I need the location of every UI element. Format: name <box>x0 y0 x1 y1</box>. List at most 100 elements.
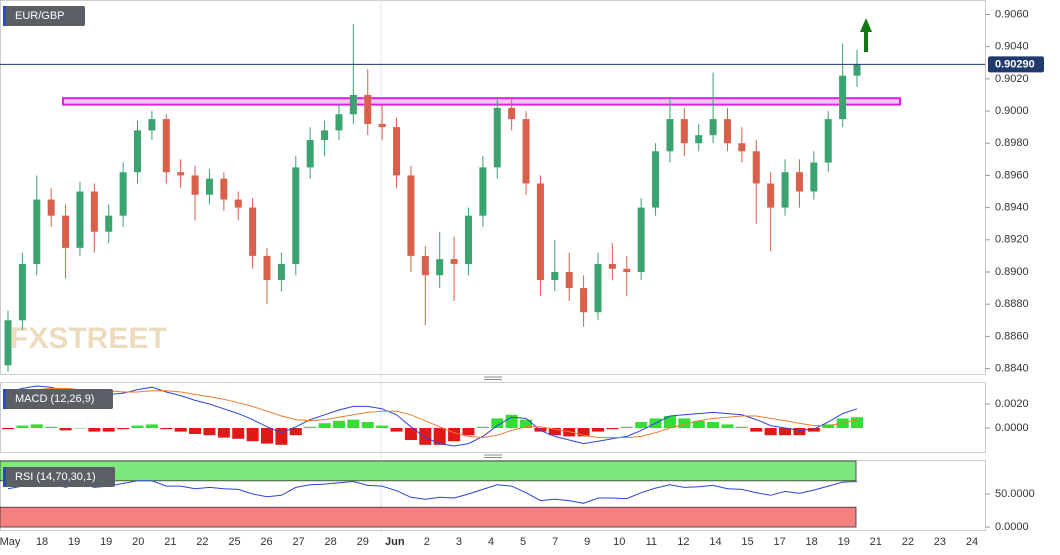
candle-body <box>839 75 847 120</box>
histogram-bar <box>404 428 417 440</box>
y-tick-label: 0.8900 <box>995 266 1029 278</box>
y-tick-label: 0.9060 <box>995 8 1029 20</box>
histogram-bar <box>318 423 331 428</box>
histogram-bar <box>807 428 820 432</box>
histogram-bar <box>793 428 806 436</box>
candle-body <box>493 107 501 168</box>
indicator-line <box>7 480 858 504</box>
y-tick-label: 0.8860 <box>995 330 1029 342</box>
trend-arrow <box>860 18 872 52</box>
histogram-bar <box>851 417 863 428</box>
pane-grip[interactable] <box>484 454 502 458</box>
histogram-bar <box>707 422 720 428</box>
histogram-bar <box>16 425 29 428</box>
candle-body <box>349 94 357 115</box>
x-tick-label: 26 <box>260 536 272 548</box>
candle-body <box>18 263 26 321</box>
histogram-bar <box>735 426 748 428</box>
histogram-bar <box>520 419 533 428</box>
x-tick-label: 19 <box>68 536 80 548</box>
y-tick-label: 0.8940 <box>995 202 1029 214</box>
legend-box <box>3 6 85 26</box>
oversold-zone <box>0 506 857 528</box>
candle-body <box>249 207 257 256</box>
candle-body <box>767 183 775 208</box>
candle-body <box>522 119 530 184</box>
y-tick-label: 0.0020 <box>995 398 1029 410</box>
histogram-bar <box>692 420 705 428</box>
x-tick-label: 21 <box>164 536 176 548</box>
indicator-line <box>7 385 858 447</box>
histogram-bar <box>779 428 792 436</box>
candle-body <box>335 114 343 131</box>
candle-body <box>148 119 156 131</box>
candle-body <box>723 119 731 144</box>
y-tick-label: 0.9000 <box>995 105 1029 117</box>
y-tick-label: 0.8880 <box>995 298 1029 310</box>
histogram-bar <box>73 428 86 429</box>
candle-body <box>608 263 616 269</box>
histogram-bar <box>117 428 130 430</box>
candle-body <box>508 107 516 120</box>
candle-body <box>436 259 444 276</box>
legend-swatch <box>3 467 6 487</box>
x-tick-label: 22 <box>902 536 914 548</box>
candle-body <box>464 215 472 264</box>
histogram-bar <box>131 425 144 428</box>
pane-grip[interactable] <box>484 376 502 380</box>
x-tick-label: 27 <box>292 536 304 548</box>
histogram-bar <box>217 428 230 438</box>
x-tick-label: 19 <box>100 536 112 548</box>
candle-body <box>263 255 271 281</box>
histogram-bar <box>764 428 777 436</box>
legend-swatch <box>3 389 6 409</box>
x-tick-label: 15 <box>741 536 753 548</box>
indicator-line <box>8 387 858 439</box>
histogram-bar <box>361 422 374 428</box>
y-tick-label: 0.8960 <box>995 169 1029 181</box>
x-tick-label: 18 <box>806 536 818 548</box>
candle-body <box>594 263 602 313</box>
x-tick-label: 18 <box>36 536 48 548</box>
histogram-bar <box>419 428 432 445</box>
legend-label: MACD (12,26,9) <box>15 393 94 405</box>
x-tick-label: 12 <box>677 536 689 548</box>
histogram-bar <box>45 426 58 428</box>
histogram-bar <box>663 416 676 428</box>
candle-body <box>105 215 113 232</box>
candle-body <box>565 271 573 289</box>
candle-body <box>191 175 199 195</box>
candle-body <box>752 151 760 184</box>
x-tick-label: 20 <box>132 536 144 548</box>
y-tick-label: 0.8980 <box>995 137 1029 149</box>
x-tick-label: May <box>0 536 21 548</box>
y-tick-label: 0.0000 <box>995 422 1029 434</box>
candle-body <box>119 172 127 216</box>
candle-body <box>421 255 429 276</box>
histogram-bar <box>232 428 245 439</box>
histogram-bar <box>376 425 389 428</box>
candle-body <box>407 175 415 256</box>
candle-body <box>277 263 285 281</box>
histogram-bar <box>635 422 648 428</box>
candle-body <box>220 178 228 200</box>
histogram-bar <box>606 428 619 430</box>
legend-label: EUR/GBP <box>15 10 65 22</box>
candle-body <box>90 191 98 232</box>
watermark: FXSTREET <box>10 322 167 355</box>
candle-body <box>177 172 185 176</box>
x-tick-label: 10 <box>613 536 625 548</box>
y-tick-label: 0.9040 <box>995 41 1029 53</box>
x-tick-label: 28 <box>325 536 337 548</box>
candle-body <box>623 268 631 272</box>
price-frame <box>0 0 986 375</box>
histogram-bar <box>160 428 173 430</box>
last-price-label: 0.90290 <box>995 58 1035 70</box>
candle-body <box>551 271 559 281</box>
candle-body <box>824 119 832 163</box>
histogram-bar <box>275 428 288 445</box>
x-tick-label: 19 <box>838 536 850 548</box>
histogram-bar <box>347 419 360 428</box>
legend-box <box>3 467 115 487</box>
candle-body <box>680 119 688 144</box>
